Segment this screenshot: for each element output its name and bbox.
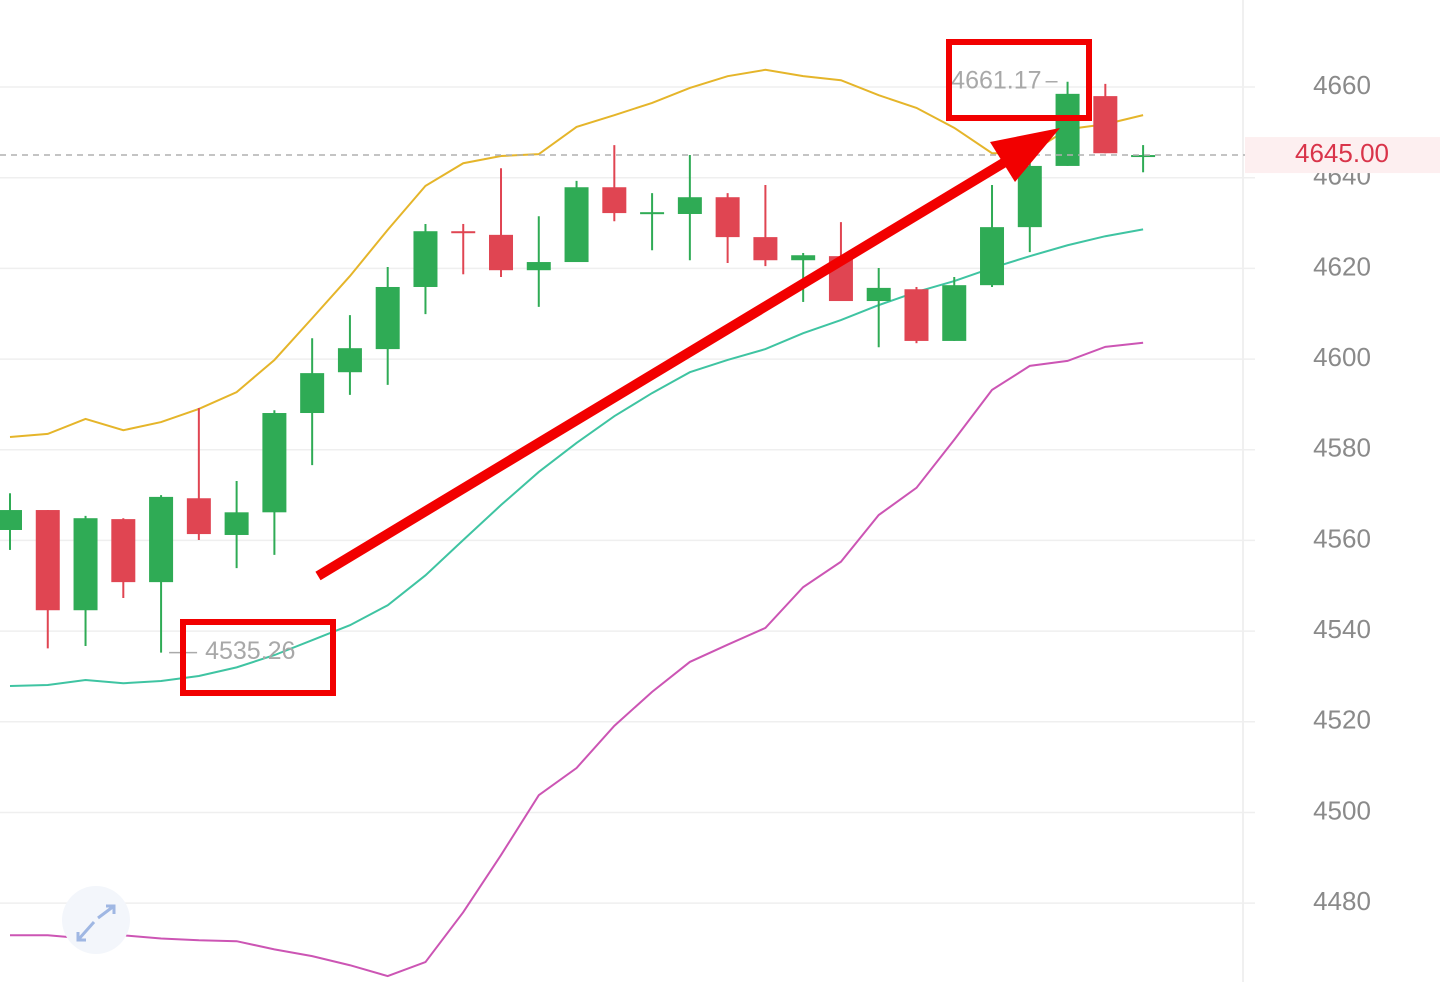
annotation-overlay (180, 39, 1092, 696)
candle-body (73, 518, 98, 611)
candle-body (564, 187, 589, 263)
low-label: 4535.26 (205, 637, 295, 665)
candle-body (715, 197, 740, 238)
fullscreen-button[interactable] (62, 886, 130, 954)
highlight-box (180, 619, 336, 696)
candle-body (262, 413, 287, 513)
y-tick-label: 4580 (1313, 433, 1371, 463)
high-label: 4661.17 (951, 66, 1041, 94)
band-line (9, 228, 1144, 687)
y-tick-label: 4540 (1313, 614, 1371, 644)
candle-body (904, 289, 929, 341)
candle-body (35, 510, 60, 611)
candle-body (602, 187, 627, 214)
candle-body (1131, 155, 1156, 158)
candle-body (0, 510, 22, 530)
candle-body (489, 234, 514, 271)
last-price-label: 4645.00 (1295, 138, 1389, 168)
candle-body (640, 212, 665, 215)
trend-arrow (315, 145, 1028, 581)
candle-body (1017, 165, 1042, 228)
candle-body (451, 231, 476, 234)
fullscreen-icon (76, 904, 116, 942)
y-tick-label: 4660 (1313, 70, 1371, 100)
candle-body (753, 237, 778, 261)
arrow-head (990, 128, 1060, 182)
y-tick-label: 4560 (1313, 523, 1371, 553)
y-tick-label: 4520 (1313, 705, 1371, 735)
candle-body (980, 227, 1005, 286)
highlight-box (946, 39, 1092, 121)
y-tick-label: 4480 (1313, 886, 1371, 916)
candle-body (866, 287, 891, 302)
candle-body (224, 512, 249, 535)
candle-body (791, 255, 816, 261)
candle-body (149, 496, 174, 583)
candle-body (942, 285, 967, 341)
button-bg (62, 886, 130, 954)
candle-body (526, 262, 551, 271)
candle-body (186, 498, 211, 535)
last-price-bg (1245, 137, 1440, 174)
y-tick-label: 4620 (1313, 251, 1371, 281)
candle-body (300, 373, 325, 414)
y-tick-label: 4600 (1313, 342, 1371, 372)
candle-body (111, 519, 136, 583)
candle-body (677, 197, 702, 214)
candle-body (1093, 96, 1118, 154)
candle-body (1055, 93, 1080, 166)
y-tick-label: 4500 (1313, 795, 1371, 825)
candle-body (413, 231, 438, 287)
band-line (10, 341, 1144, 978)
candle-body (337, 348, 362, 373)
candle-body (375, 286, 400, 350)
